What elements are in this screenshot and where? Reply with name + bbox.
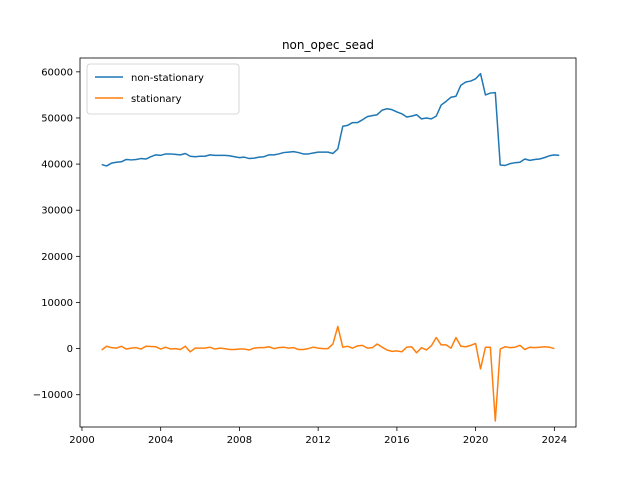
x-tick-label: 2016	[384, 435, 409, 446]
y-tick-label: 10000	[41, 298, 73, 309]
x-tick-label: 2012	[305, 435, 330, 446]
y-tick-label: −10000	[33, 390, 73, 401]
x-tick-label: 2024	[542, 435, 567, 446]
chart-title: non_opec_sead	[282, 38, 374, 52]
y-tick-label: 0	[67, 344, 73, 355]
axes-layer: 2000 2004 2008 2012 2016 2020 2024 −10000 0 10000…	[33, 57, 577, 446]
legend: non-stationary stationary	[86, 63, 240, 115]
x-tick-label: 2020	[463, 435, 488, 446]
y-tick-label: 50000	[41, 113, 73, 124]
series-line-stationary	[101, 325, 555, 422]
series-line-non-stationary	[101, 72, 560, 167]
y-tick-label: 30000	[41, 206, 73, 217]
series-layer	[101, 72, 560, 422]
x-tick-label: 2000	[69, 435, 94, 446]
y-tick-label: 40000	[41, 160, 73, 171]
x-tick-label: 2008	[227, 435, 252, 446]
x-tick-label: 2004	[148, 435, 173, 446]
axes-frame	[79, 57, 577, 428]
legend-label: stationary	[131, 94, 182, 105]
y-tick-label: 60000	[41, 67, 73, 78]
legend-box	[86, 63, 240, 115]
legend-label: non-stationary	[131, 73, 204, 84]
y-tick-label: 20000	[41, 252, 73, 263]
